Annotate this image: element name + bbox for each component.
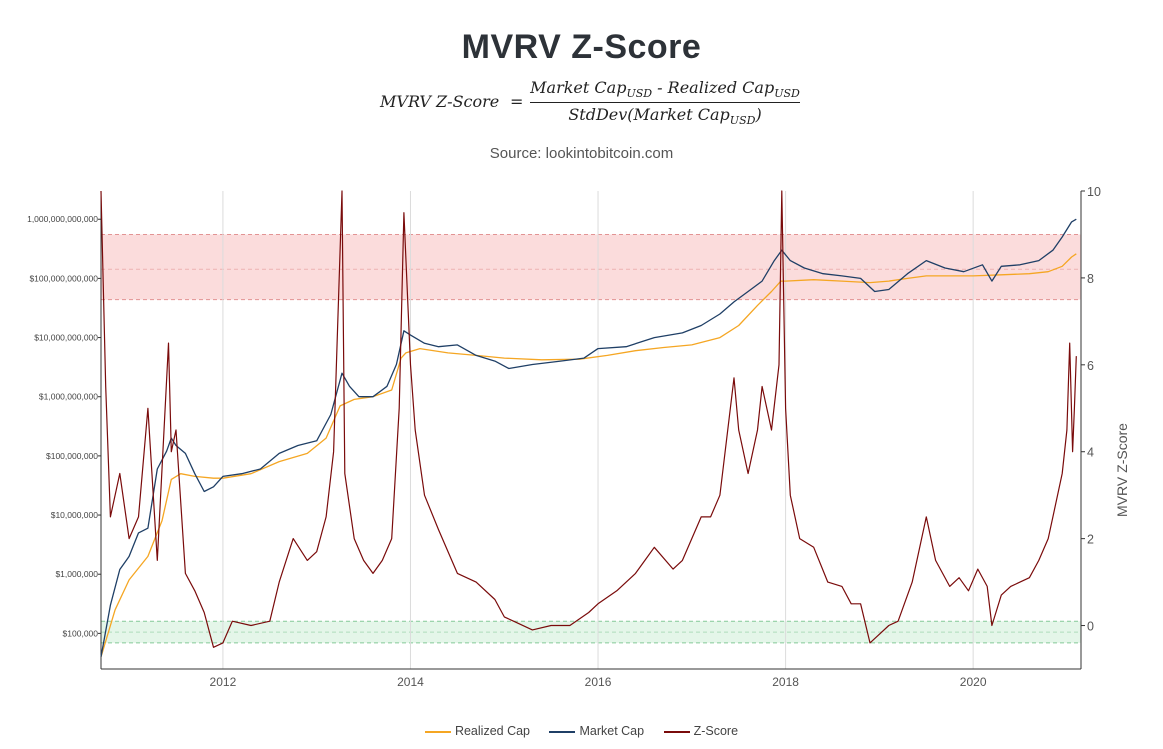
y-right-tick-label: 4	[1087, 446, 1094, 460]
y-left-tick-label: $1,000,000	[55, 569, 98, 579]
legend-label-realized: Realized Cap	[454, 724, 530, 738]
y-left-tick-label: $10,000,000	[51, 510, 99, 520]
overvalued-zone-band	[101, 234, 1081, 300]
legend-item-market-cap[interactable]: Market Cap	[549, 724, 644, 738]
legend-swatch-zscore	[663, 730, 690, 733]
legend-swatch-realized	[424, 730, 451, 733]
series-line-realized-cap	[100, 253, 1077, 658]
series-line-market-cap	[100, 218, 1077, 658]
y-left-tick-label: $100,000	[63, 628, 99, 638]
y-left-tick-label: $1,000,000,000	[39, 392, 98, 402]
legend-item-realized-cap[interactable]: Realized Cap	[424, 724, 530, 738]
y-left-tick-label: $100,000,000,000	[29, 273, 98, 283]
y-right-tick-label: 8	[1087, 272, 1094, 286]
y-right-tick-label: 0	[1087, 620, 1094, 634]
series-line-z-score	[100, 190, 1077, 648]
x-tick-label: 2016	[585, 675, 612, 689]
x-tick-label: 2020	[960, 675, 987, 689]
legend-label-market: Market Cap	[579, 724, 645, 738]
x-tick-label: 2012	[210, 675, 237, 689]
x-tick-label: 2014	[397, 675, 424, 689]
y-left-tick-label: 1,000,000,000,000	[27, 214, 98, 224]
y-right-tick-label: 10	[1087, 185, 1101, 199]
y-right-axis-title: MVRV Z-Score	[1114, 423, 1130, 517]
formula-denominator: StdDev(Market CapUSD)	[568, 105, 762, 128]
chart-legend[interactable]: Realized Cap Market Cap Z-Score	[0, 724, 1163, 738]
formula-lhs: MVRV Z-Score	[380, 92, 500, 111]
chart-title: MVRV Z-Score	[461, 28, 702, 66]
y-right-tick-label: 2	[1087, 533, 1094, 547]
y-left-tick-label: $100,000,000	[46, 451, 98, 461]
y-right-tick-label: 6	[1087, 359, 1094, 373]
legend-swatch-market	[549, 730, 576, 733]
legend-item-z-score[interactable]: Z-Score	[663, 724, 739, 738]
mvrv-formula: MVRV Z-Score = Market CapUSD - Realized …	[380, 78, 810, 128]
formula-numerator: Market CapUSD - Realized CapUSD	[530, 78, 800, 104]
source-caption: Source: lookintobitcoin.com	[489, 145, 674, 162]
y-left-tick-label: $10,000,000,000	[34, 333, 98, 343]
legend-label-zscore: Z-Score	[693, 724, 739, 738]
x-tick-label: 2018	[772, 675, 799, 689]
formula-fraction: Market CapUSD - Realized CapUSD StdDev(M…	[530, 78, 800, 127]
formula-equals: =	[510, 92, 524, 111]
